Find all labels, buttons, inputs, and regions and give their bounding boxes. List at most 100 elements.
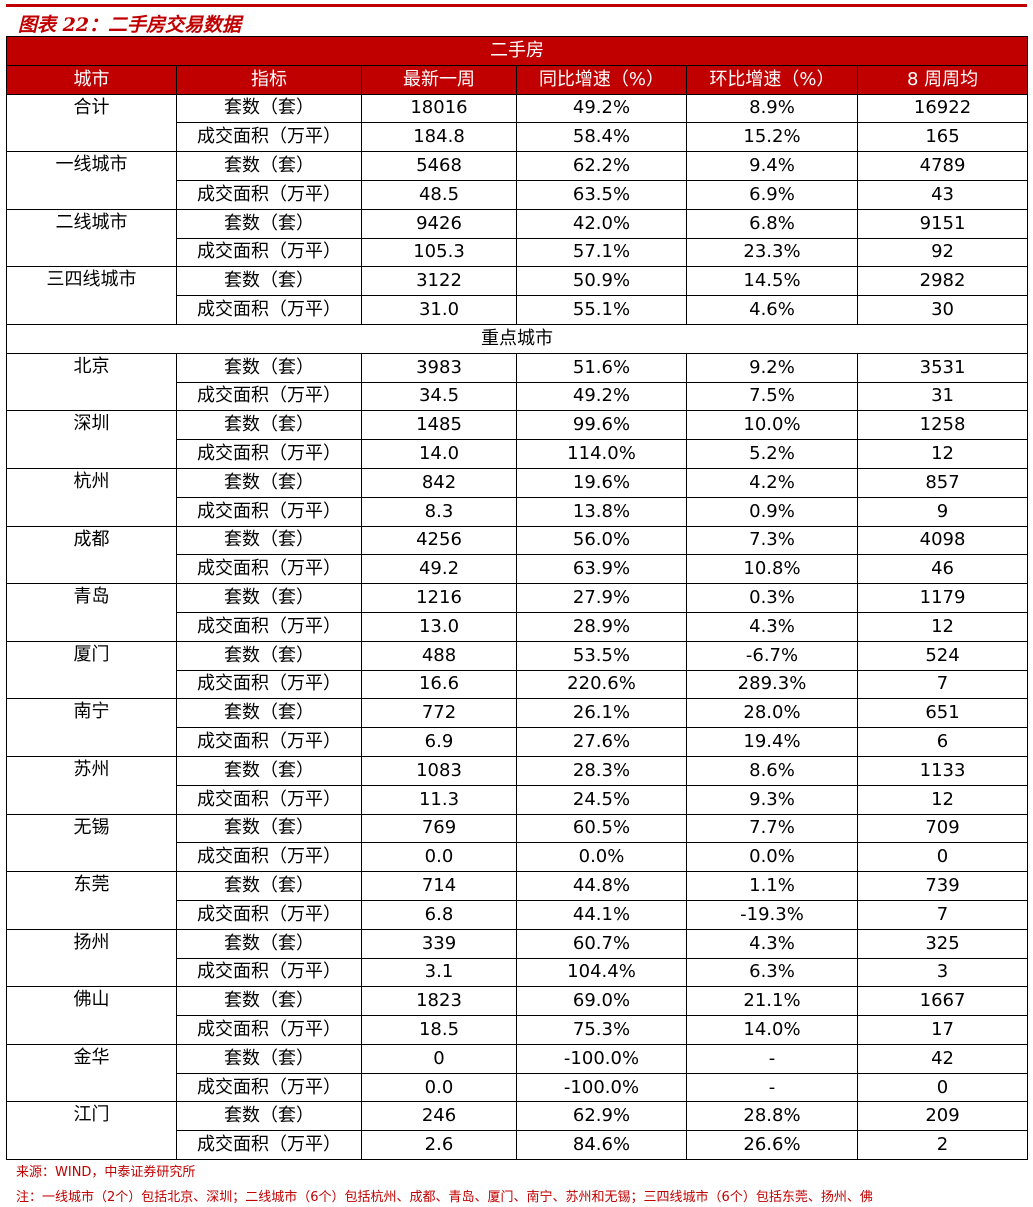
column-header: 8 周周均 xyxy=(856,64,1029,95)
value-cell: 0.3% xyxy=(686,583,858,613)
city-cell: 江门 xyxy=(6,1101,177,1161)
source-note: 来源：WIND，中泰证券研究所 xyxy=(16,1165,196,1180)
city-cell: 三四线城市 xyxy=(6,266,177,325)
metric-cell: 成交面积（万平） xyxy=(176,669,362,700)
value-cell: 62.9% xyxy=(516,1101,687,1132)
table-row: 无锡 套数（套） 769 60.5% 7.7% 709 xyxy=(6,813,1029,873)
table-row: 成交面积（万平） 34.5 49.2% 7.5% 31 xyxy=(7,381,1029,412)
value-cell: 53.5% xyxy=(516,640,687,671)
column-header: 同比增速（%） xyxy=(516,64,687,95)
value-cell: 24.5% xyxy=(516,784,687,815)
value-cell: 63.9% xyxy=(516,554,687,585)
metric-cell: 成交面积（万平） xyxy=(176,611,362,642)
value-cell: 75.3% xyxy=(516,1015,687,1045)
value-cell: 69.0% xyxy=(516,986,687,1017)
value-cell: 16922 xyxy=(856,93,1029,124)
value-cell: 104.4% xyxy=(516,957,687,988)
value-cell: 6.9 xyxy=(361,727,517,757)
value-cell: 49.2 xyxy=(361,554,517,585)
value-cell: 4.6% xyxy=(686,295,858,325)
value-cell: 7 xyxy=(856,669,1029,700)
metric-cell: 套数（套） xyxy=(176,410,362,441)
table-row: 成交面积（万平） 49.2 63.9% 10.8% 46 xyxy=(7,554,1029,585)
value-cell: 9.2% xyxy=(686,352,858,383)
table-row: 成交面积（万平） 11.3 24.5% 9.3% 12 xyxy=(7,784,1029,815)
value-cell: 0.0 xyxy=(361,842,517,873)
value-cell: 9426 xyxy=(361,208,517,239)
table-row: 成交面积（万平） 0.0 -100.0% -0 xyxy=(7,1072,1029,1103)
value-cell: 18.5 xyxy=(361,1015,517,1045)
city-cell: 深圳 xyxy=(6,410,177,469)
value-cell: 42.0% xyxy=(516,208,687,239)
table-row: 杭州 套数（套） 842 19.6% 4.2% 857 xyxy=(6,467,1029,527)
value-cell: 46 xyxy=(856,554,1029,585)
value-cell: 3531 xyxy=(856,352,1029,383)
metric-cell: 套数（套） xyxy=(176,467,362,498)
value-cell: 31.0 xyxy=(361,295,517,325)
table-row: 江门 套数（套） 246 62.9% 28.8% 209 xyxy=(6,1101,1029,1161)
value-cell: 9151 xyxy=(856,208,1029,239)
value-cell: 1216 xyxy=(361,583,517,613)
value-cell: 48.5 xyxy=(361,179,517,210)
city-cell: 苏州 xyxy=(6,755,177,815)
value-cell: 11.3 xyxy=(361,784,517,815)
value-cell: 99.6% xyxy=(516,410,687,441)
value-cell: 114.0% xyxy=(516,439,687,469)
table-row: 南宁 套数（套） 772 26.1% 28.0% 651 xyxy=(6,698,1029,757)
table-row: 成交面积（万平） 13.0 28.9% 4.3% 12 xyxy=(7,611,1029,642)
value-cell: 7 xyxy=(856,899,1029,930)
value-cell: 15.2% xyxy=(686,122,858,153)
table-row: 东莞 套数（套） 714 44.8% 1.1% 739 xyxy=(6,871,1029,930)
value-cell: 2982 xyxy=(856,266,1029,297)
metric-cell: 成交面积（万平） xyxy=(176,122,362,153)
city-cell: 南宁 xyxy=(6,698,177,757)
value-cell: 4256 xyxy=(361,525,517,556)
value-cell: 56.0% xyxy=(516,525,687,556)
value-cell: 28.9% xyxy=(516,611,687,642)
value-cell: 26.1% xyxy=(516,698,687,729)
value-cell: 4.3% xyxy=(686,928,858,959)
table-row: 佛山 套数（套） 1823 69.0% 21.1% 1667 xyxy=(6,986,1029,1045)
value-cell: 772 xyxy=(361,698,517,729)
value-cell: 34.5 xyxy=(361,381,517,412)
value-cell: -19.3% xyxy=(686,899,858,930)
metric-cell: 套数（套） xyxy=(176,208,362,239)
metric-cell: 套数（套） xyxy=(176,871,362,901)
table-row: 成交面积（万平） 105.3 57.1% 23.3% 92 xyxy=(7,237,1029,268)
table-row: 成交面积（万平） 184.8 58.4% 15.2% 165 xyxy=(7,122,1029,153)
table-row: 二线城市 套数（套） 9426 42.0% 6.8% 9151 xyxy=(6,208,1029,268)
value-cell: 49.2% xyxy=(516,93,687,124)
value-cell: 3122 xyxy=(361,266,517,297)
value-cell: 18016 xyxy=(361,93,517,124)
value-cell: 6.3% xyxy=(686,957,858,988)
value-cell: 44.1% xyxy=(516,899,687,930)
value-cell: 1485 xyxy=(361,410,517,441)
metric-cell: 套数（套） xyxy=(176,583,362,613)
metric-cell: 套数（套） xyxy=(176,151,362,181)
value-cell: 1.1% xyxy=(686,871,858,901)
column-header: 城市 xyxy=(6,64,177,95)
value-cell: 739 xyxy=(856,871,1029,901)
value-cell: 714 xyxy=(361,871,517,901)
metric-cell: 套数（套） xyxy=(176,1043,362,1074)
value-cell: -6.7% xyxy=(686,640,858,671)
table-row: 青岛 套数（套） 1216 27.9% 0.3% 1179 xyxy=(6,583,1029,642)
value-cell: -100.0% xyxy=(516,1072,687,1103)
value-cell: 5.2% xyxy=(686,439,858,469)
metric-cell: 成交面积（万平） xyxy=(176,1015,362,1045)
table-row: 北京 套数（套） 3983 51.6% 9.2% 3531 xyxy=(6,352,1029,412)
table-row: 成都 套数（套） 4256 56.0% 7.3% 4098 xyxy=(6,525,1029,585)
value-cell: 339 xyxy=(361,928,517,959)
metric-cell: 套数（套） xyxy=(176,1101,362,1132)
value-cell: 28.8% xyxy=(686,1101,858,1132)
table-row: 成交面积（万平） 31.0 55.1% 4.6% 30 xyxy=(7,295,1029,325)
table-row: 成交面积（万平） 2.6 84.6% 26.6% 2 xyxy=(7,1130,1029,1161)
value-cell: 1133 xyxy=(856,755,1029,786)
value-cell: 0.0 xyxy=(361,1072,517,1103)
value-cell: 63.5% xyxy=(516,179,687,210)
section-row: 重点城市 xyxy=(5,323,1029,354)
value-cell: 4.2% xyxy=(686,467,858,498)
value-cell: 19.6% xyxy=(516,467,687,498)
metric-cell: 套数（套） xyxy=(176,525,362,556)
value-cell: 28.0% xyxy=(686,698,858,729)
